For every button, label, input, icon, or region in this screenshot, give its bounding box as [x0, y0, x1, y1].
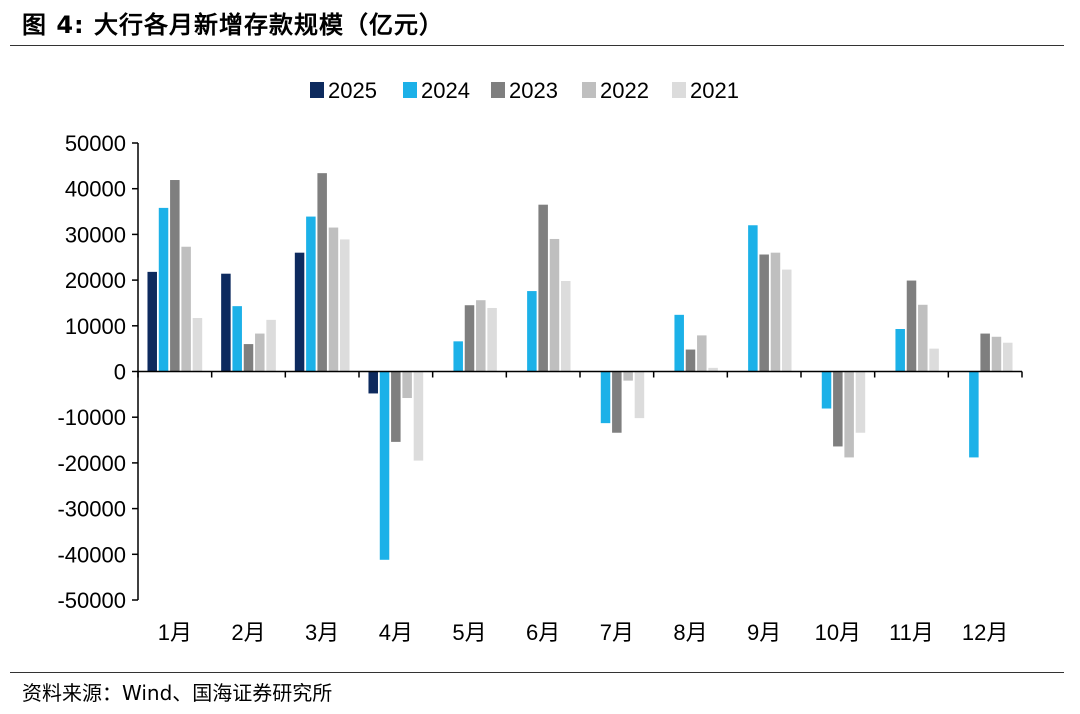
bar-2022-6月 [549, 238, 560, 372]
bar-2021-2月 [266, 319, 276, 372]
legend-label-2021: 2021 [690, 78, 739, 103]
bar-2021-10月 [855, 371, 866, 433]
bar-2022-7月 [623, 371, 633, 381]
bar-2024-7月 [600, 371, 611, 424]
x-tick-label: 5月 [452, 620, 486, 645]
x-tick-label: 11月 [889, 620, 934, 645]
bar-2023-5月 [464, 305, 475, 372]
bar-2022-12月 [991, 336, 1002, 372]
legend-swatch-2024 [403, 82, 417, 98]
bar-2021-6月 [561, 281, 571, 372]
legend-swatch-2022 [582, 82, 596, 98]
header-rule [10, 45, 1064, 46]
y-tick-label: 0 [114, 360, 126, 385]
y-tick-label: 10000 [65, 314, 126, 339]
bar-2024-2月 [232, 306, 242, 372]
bar-2023-3月 [317, 173, 327, 372]
bar-2023-2月 [243, 344, 254, 372]
legend-label-2024: 2024 [421, 78, 470, 103]
figure-title: 图 4: 大行各月新增存款规模（亿元） [22, 11, 445, 39]
x-tick-label: 7月 [600, 620, 634, 645]
x-tick-label: 12月 [962, 620, 1008, 645]
bar-2024-4月 [379, 371, 390, 560]
bar-2021-8月 [708, 367, 718, 372]
y-tick-label: 50000 [65, 131, 126, 156]
y-axis: -50000 -40000 -30000 -20000 -10000 0 10000 2000… [57, 131, 139, 613]
bar-2021-12月 [1003, 342, 1013, 372]
bar-2025-3月 [294, 252, 305, 372]
bar-2023-12月 [980, 333, 990, 372]
x-tick-label: 4月 [379, 620, 413, 645]
bar-2024-8月 [674, 314, 684, 372]
legend-swatch-2025 [310, 82, 324, 98]
y-tick-label: 40000 [65, 177, 126, 202]
bar-2023-8月 [685, 349, 696, 372]
bar-2022-2月 [255, 333, 265, 372]
bar-2024-3月 [306, 216, 316, 372]
bar-2021-4月 [413, 371, 424, 461]
bar-2022-4月 [402, 371, 412, 399]
figure-header: 图 4: 大行各月新增存款规模（亿元） [22, 8, 1062, 46]
legend-label-2023: 2023 [509, 78, 558, 103]
source-note: 资料来源：Wind、国海证券研究所 [22, 681, 333, 705]
legend-label-2025: 2025 [328, 78, 377, 103]
y-tick-label: 30000 [65, 222, 126, 247]
bar-2022-10月 [844, 371, 854, 458]
x-tick-label: 2月 [231, 620, 265, 645]
bar-2024-1月 [158, 207, 169, 372]
bar-2024-11月 [895, 329, 905, 372]
bar-2022-11月 [918, 304, 928, 372]
y-tick-label: 20000 [65, 268, 126, 293]
bar-2021-1月 [192, 318, 203, 372]
bar-2024-10月 [821, 371, 832, 409]
bar-2023-4月 [391, 371, 401, 442]
y-tick-label: -10000 [57, 405, 126, 430]
bar-2022-9月 [770, 252, 781, 372]
bar-2022-1月 [181, 246, 191, 372]
bar-2021-5月 [487, 307, 497, 372]
bar-2023-10月 [833, 371, 843, 447]
bar-2024-5月 [453, 341, 463, 372]
x-tick-label: 3月 [305, 620, 339, 645]
bar-2025-1月 [147, 271, 157, 372]
bar-2024-6月 [527, 291, 537, 372]
legend-swatch-2023 [491, 82, 505, 98]
x-tick-label: 10月 [815, 620, 861, 645]
bar-2022-8月 [697, 335, 707, 372]
footer-rule [10, 672, 1064, 673]
bar-2022-3月 [328, 227, 339, 372]
chart-legend: 2025 2024 2023 2022 2021 [310, 78, 739, 103]
y-tick-label: -30000 [57, 497, 126, 522]
x-tick-label: 1月 [158, 620, 192, 645]
bar-2023-1月 [170, 180, 180, 372]
y-tick-label: -20000 [57, 451, 126, 476]
bar-2021-9月 [782, 269, 792, 372]
bar-2023-9月 [759, 254, 769, 372]
legend-swatch-2021 [672, 82, 686, 98]
bar-chart: 2025 2024 2023 2022 2021 -50000-40000-30000-… [57, 78, 1023, 645]
x-tick-label: 9月 [747, 620, 781, 645]
legend-label-2022: 2022 [600, 78, 649, 103]
bar-2024-9月 [748, 225, 758, 372]
bar-2025-4月 [368, 371, 378, 394]
x-tick-label: 8月 [673, 620, 707, 645]
x-tick-label: 6月 [526, 620, 560, 645]
bar-2023-11月 [906, 280, 917, 372]
bar-2024-12月 [969, 371, 979, 458]
x-axis: 1月 2月 3月 4月 5月 6月 7月 8月 9月 10月 11月 12月 [137, 370, 1023, 645]
bar-2025-2月 [221, 273, 231, 372]
y-tick-label: -50000 [57, 588, 126, 613]
bar-2023-7月 [612, 371, 622, 433]
bar-2021-7月 [634, 371, 645, 419]
bar-2022-5月 [476, 300, 486, 372]
bar-series-group [147, 173, 1013, 560]
bar-2023-6月 [538, 204, 548, 372]
bar-2021-11月 [929, 348, 939, 372]
y-tick-label: -40000 [57, 542, 126, 567]
bar-2021-3月 [340, 239, 350, 372]
